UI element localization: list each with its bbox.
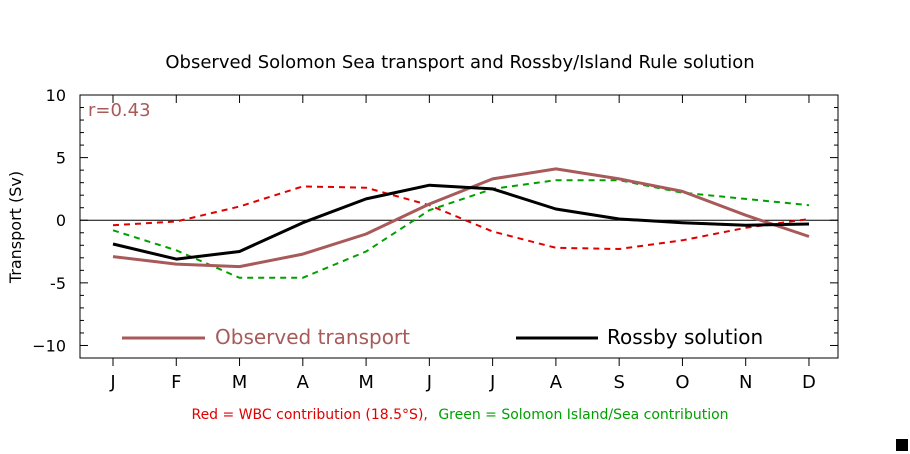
corner-marker <box>896 439 908 451</box>
x-tick-label: F <box>171 372 181 393</box>
chart-title: Observed Solomon Sea transport and Rossb… <box>165 52 754 73</box>
x-tick-label: J <box>489 372 495 393</box>
series-line <box>112 183 810 261</box>
caption: Red = WBC contribution (18.5°S), Green =… <box>191 407 728 423</box>
x-tick-label: M <box>358 372 374 393</box>
y-tick-label: -5 <box>50 274 66 293</box>
x-tick-label: O <box>675 372 689 393</box>
x-tick-label: J <box>109 372 115 393</box>
series-layer <box>112 167 810 279</box>
y-tick-label: 10 <box>46 86 66 105</box>
legend: Observed transport Rossby solution <box>122 325 763 349</box>
caption-solomon: Green = Solomon Island/Sea contribution <box>438 407 728 423</box>
x-tick-label: S <box>613 372 624 393</box>
y-tick-label: 5 <box>56 149 66 168</box>
series-line <box>112 185 810 250</box>
x-tick-label: D <box>802 372 816 393</box>
y-axis-label: Transport (Sv) <box>6 171 25 284</box>
x-tick-label: A <box>550 372 563 393</box>
series-line <box>112 167 810 269</box>
x-tick-label: J <box>426 372 432 393</box>
y-tick-label: −10 <box>32 336 66 355</box>
legend-label-rossby: Rossby solution <box>607 325 763 349</box>
y-tick-label: 0 <box>56 211 66 230</box>
legend-label-observed: Observed transport <box>215 325 410 349</box>
plot-frame <box>79 94 839 359</box>
y-axis-ticks: 10 5 0 -5 −10 <box>32 86 838 359</box>
series-line <box>112 179 810 279</box>
correlation-label: r=0.43 <box>88 100 151 121</box>
x-tick-label: N <box>739 372 752 393</box>
x-tick-label: M <box>232 372 248 393</box>
caption-wbc: Red = WBC contribution (18.5°S), <box>191 407 427 423</box>
x-tick-label: A <box>297 372 310 393</box>
